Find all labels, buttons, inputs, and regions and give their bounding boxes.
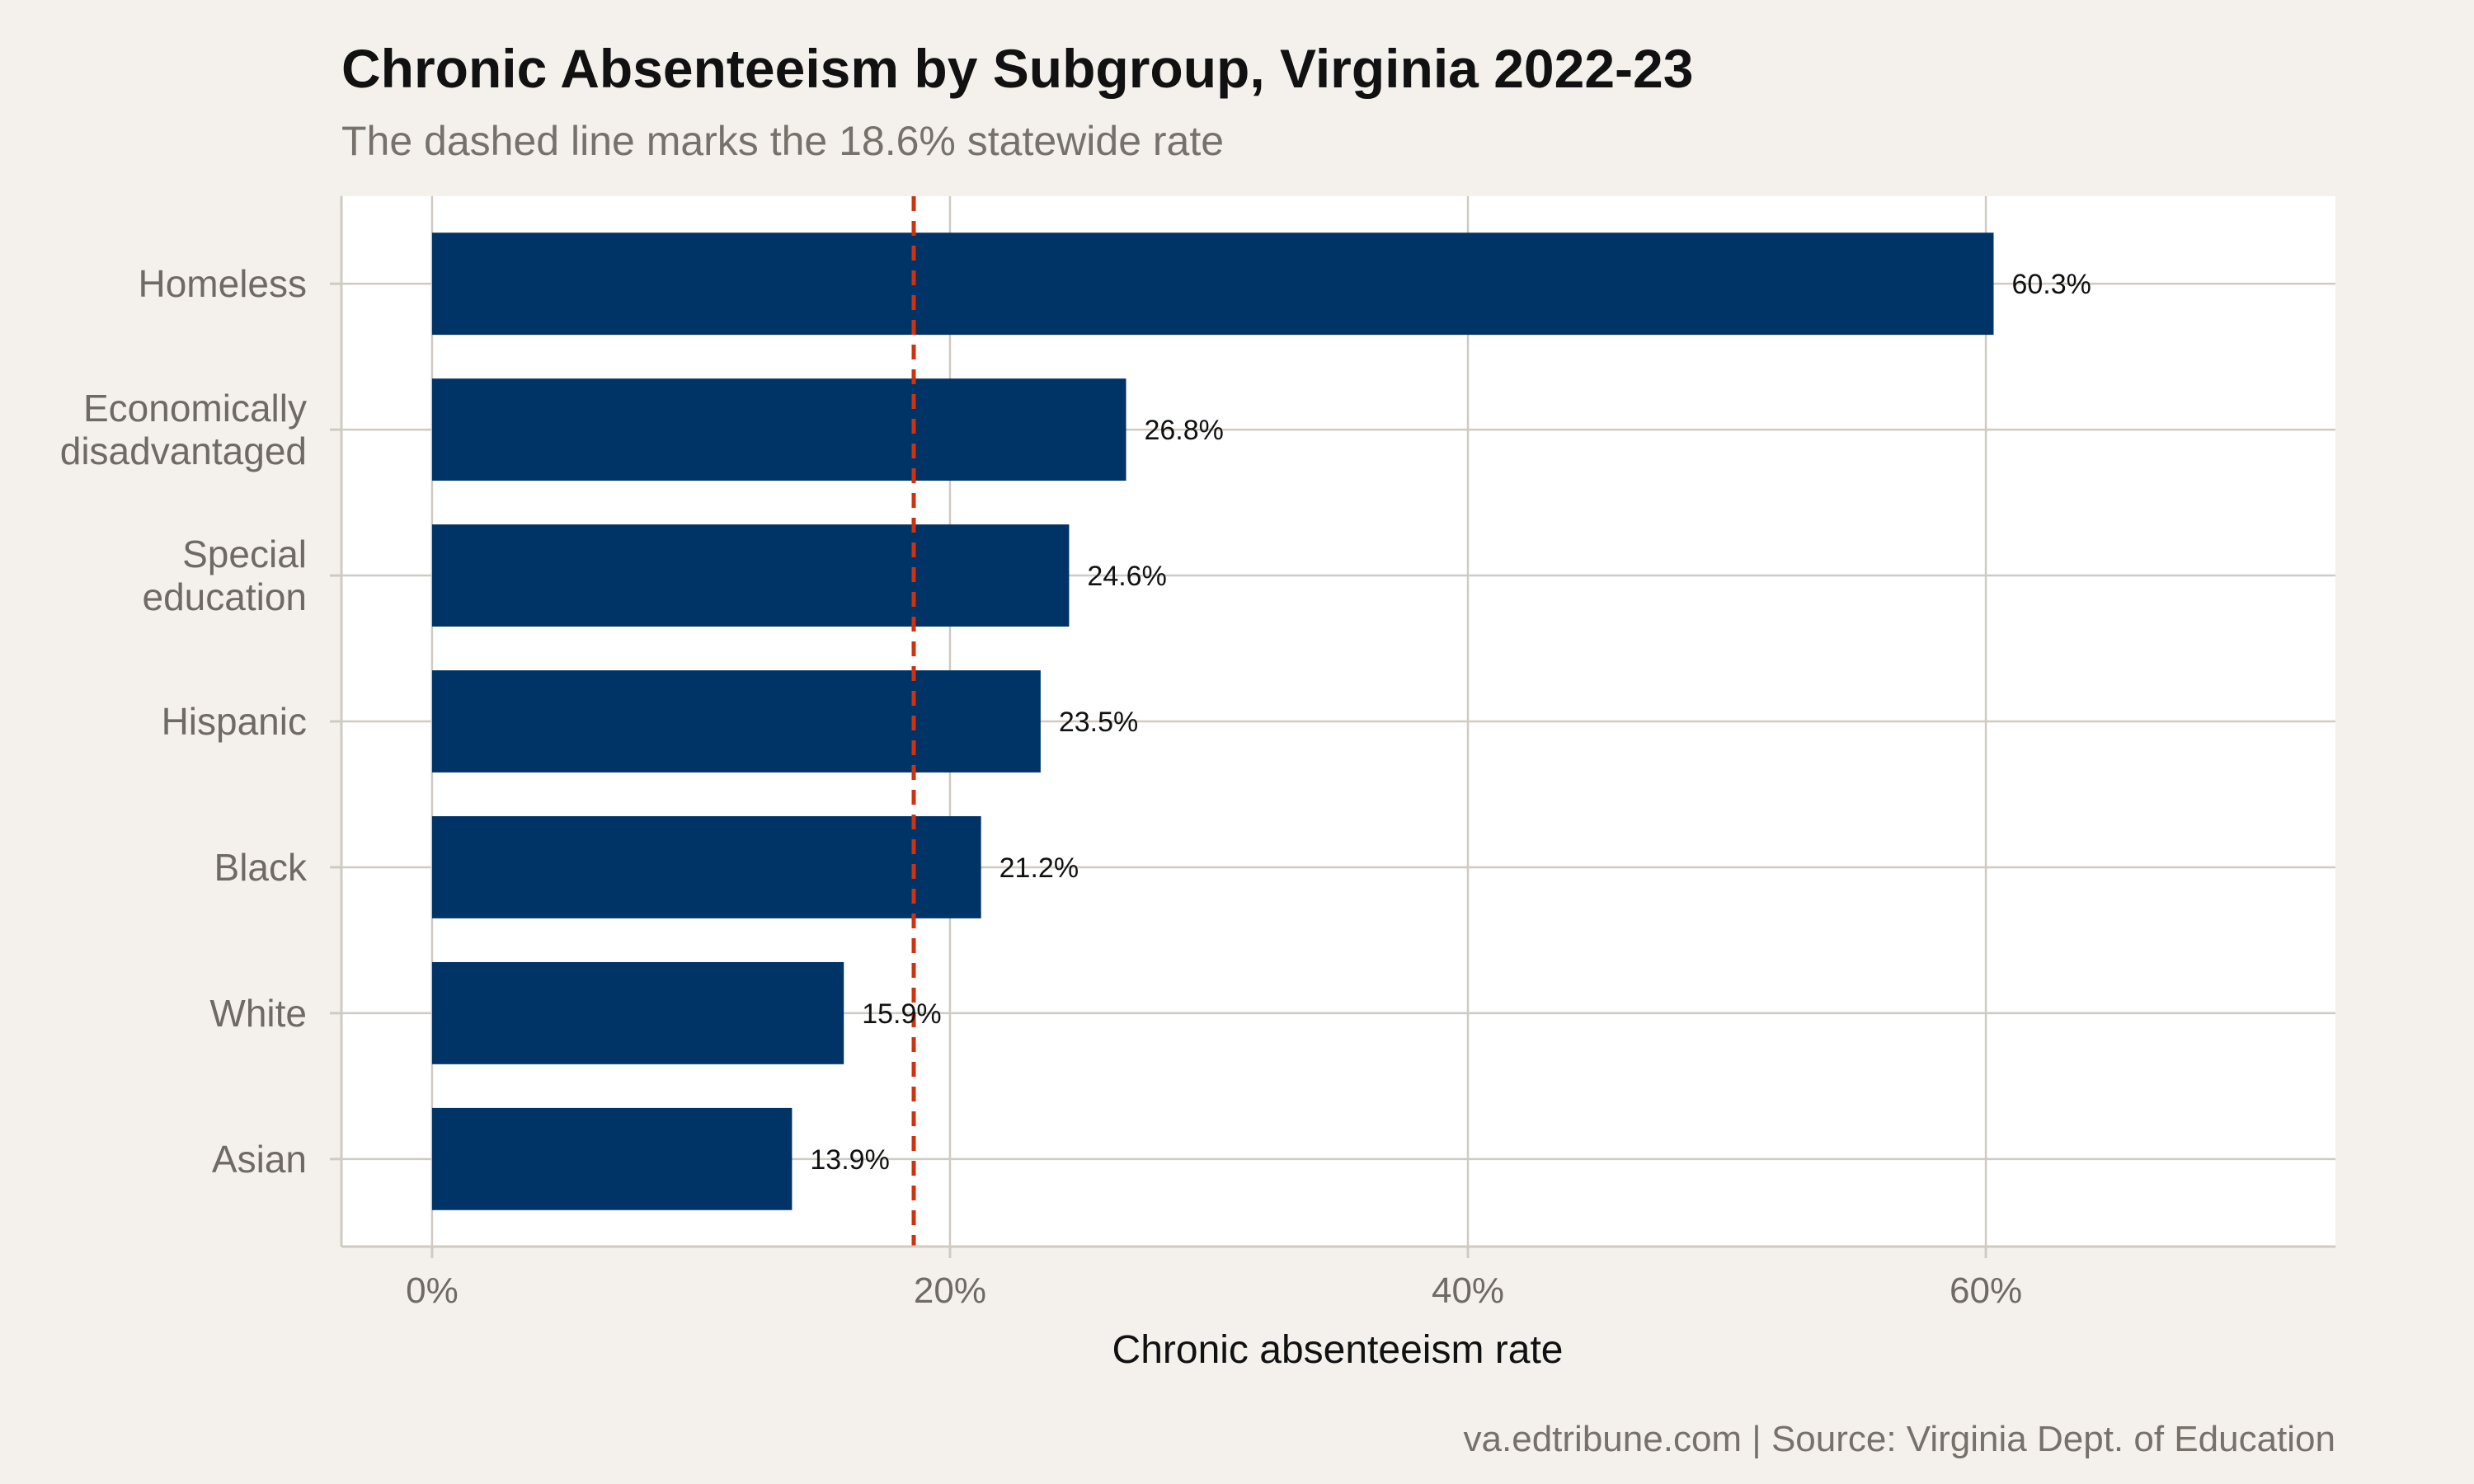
bar-black xyxy=(431,816,981,918)
value-labels-layer: 60.3% 26.8% 24.6% 23.5% 21.2% 15.9% 13.9% xyxy=(810,269,2091,1176)
category-label: White xyxy=(209,992,307,1035)
category-label: Black xyxy=(214,846,308,889)
value-label: 21.2% xyxy=(999,852,1079,884)
category-label: Homeless xyxy=(138,262,307,305)
bars-layer xyxy=(431,232,1994,1210)
x-tick-label: 20% xyxy=(914,1270,986,1311)
category-label: Special xyxy=(182,533,307,575)
x-tick-label: 60% xyxy=(1950,1270,2022,1311)
category-label: Hispanic xyxy=(162,700,307,743)
value-label: 15.9% xyxy=(862,998,941,1030)
chart-subtitle: The dashed line marks the 18.6% statewid… xyxy=(341,118,1224,164)
value-label: 60.3% xyxy=(2011,269,2091,300)
x-tick-label: 40% xyxy=(1432,1270,1504,1311)
category-label: Asian xyxy=(212,1138,307,1181)
bar-asian xyxy=(431,1107,793,1210)
bar-economically-disadvantaged xyxy=(431,378,1126,481)
value-label: 23.5% xyxy=(1059,707,1138,738)
bar-special-education xyxy=(431,524,1070,627)
value-label: 24.6% xyxy=(1087,561,1166,592)
category-label: disadvantaged xyxy=(60,430,307,472)
x-tick-label: 0% xyxy=(406,1270,459,1311)
category-label: education xyxy=(143,575,308,618)
x-axis-title: Chronic absenteeism rate xyxy=(1112,1328,1564,1372)
chart-title: Chronic Absenteeism by Subgroup, Virgini… xyxy=(341,38,1693,99)
value-label: 13.9% xyxy=(810,1144,889,1176)
bar-hispanic xyxy=(431,670,1041,773)
source-caption: va.edtribune.com | Source: Virginia Dept… xyxy=(1464,1419,2335,1459)
category-label: Economically xyxy=(83,387,307,430)
bar-white xyxy=(431,961,844,1064)
value-label: 26.8% xyxy=(1144,415,1223,446)
bar-homeless xyxy=(431,232,1994,336)
